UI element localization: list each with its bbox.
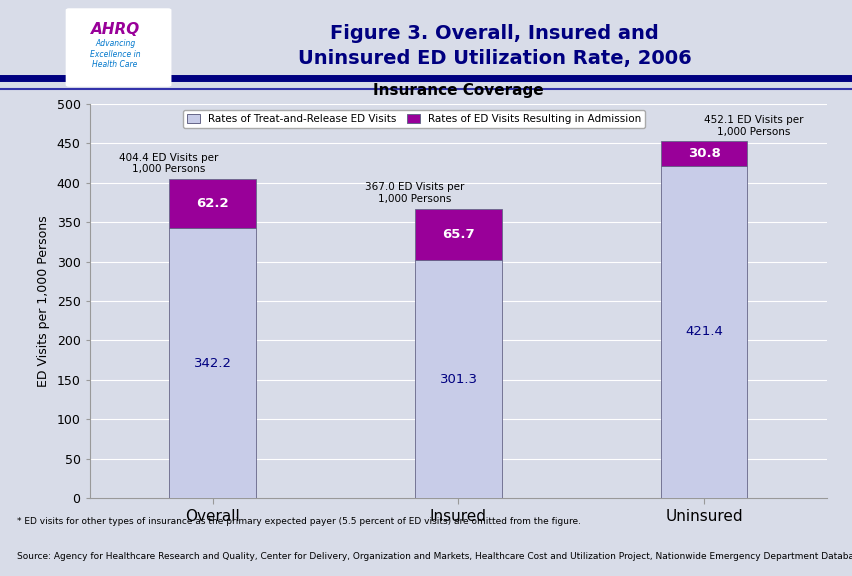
Text: 65.7: 65.7 [441,228,475,241]
Text: 342.2: 342.2 [193,357,231,370]
Y-axis label: ED Visits per 1,000 Persons: ED Visits per 1,000 Persons [37,215,49,386]
Bar [660,166,746,498]
Text: 301.3: 301.3 [439,373,477,386]
Bar [170,179,256,228]
Bar [170,228,256,498]
Text: * ED visits for other types of insurance as the primary expected payer (5.5 perc: * ED visits for other types of insurance… [17,517,580,526]
Text: 452.1 ED Visits per
1,000 Persons: 452.1 ED Visits per 1,000 Persons [703,115,803,137]
Text: Figure 3. Overall, Insured and
Uninsured ED Utilization Rate, 2006: Figure 3. Overall, Insured and Uninsured… [297,24,691,68]
FancyBboxPatch shape [66,8,171,87]
Bar [660,141,746,166]
Title: Insurance Coverage: Insurance Coverage [372,84,544,98]
Text: 367.0 ED Visits per
1,000 Persons: 367.0 ED Visits per 1,000 Persons [364,182,463,204]
Bar [415,260,501,498]
Text: 30.8: 30.8 [688,147,720,160]
Text: AHRQ: AHRQ [90,22,140,37]
Legend: Rates of Treat-and-Release ED Visits, Rates of ED Visits Resulting in Admission: Rates of Treat-and-Release ED Visits, Ra… [183,109,645,128]
Text: 404.4 ED Visits per
1,000 Persons: 404.4 ED Visits per 1,000 Persons [118,153,218,175]
Text: Source: Agency for Healthcare Research and Quality, Center for Delivery, Organiz: Source: Agency for Healthcare Research a… [17,552,852,561]
Text: Advancing
Excellence in
Health Care: Advancing Excellence in Health Care [89,39,141,69]
Text: 62.2: 62.2 [196,197,228,210]
Bar [415,209,501,260]
Text: 421.4: 421.4 [685,325,722,339]
